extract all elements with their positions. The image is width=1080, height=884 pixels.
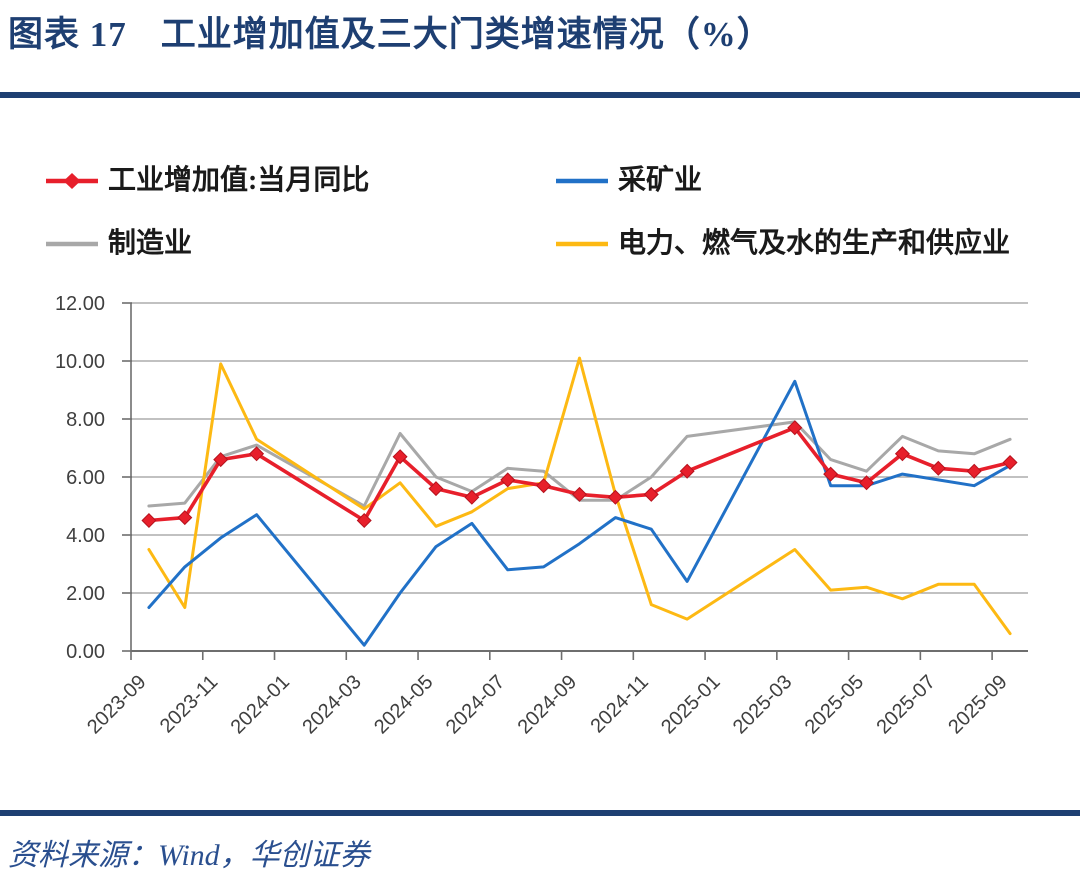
data-point-marker [930,460,946,476]
data-point-marker [643,486,659,502]
line-chart-canvas: 2023-09 2023-11 2024-01 2024-03 2024-05 2024-… [0,283,1080,783]
legend-label-manufacturing: 制造业 [108,228,193,259]
data-point-marker [392,449,408,465]
legend-label-industrial-va: 工业增加值:当月同比 [108,165,370,196]
series-utilities [147,356,1012,636]
figure-label: 图表 17 [8,15,127,54]
data-point-marker [428,481,444,497]
x-tick-label: 2024-11 [586,671,652,737]
x-tick-label: 2024-01 [227,671,294,738]
legend-item-utilities: 电力、燃气及水的生产和供应业 [555,227,1010,261]
x-tick-label: 2024-03 [298,671,365,738]
data-point-marker [823,466,839,482]
x-tick-label: 2025-05 [801,671,868,738]
y-tick-label: 0.00 [66,641,105,663]
y-tick-label: 12.00 [55,293,105,315]
data-point-marker [1002,454,1018,471]
y-tick-label: 10.00 [55,351,105,373]
data-point-marker [464,489,480,505]
source-note: 资料来源：Wind，华创证券 [8,839,370,872]
legend-item-industrial-va: 工业增加值:当月同比 [45,164,369,198]
data-point-marker [536,478,552,494]
x-tick-label: 2025-09 [944,671,1011,738]
data-point-marker [356,512,372,529]
x-tick-label: 2023-09 [83,671,150,738]
data-point-marker [679,463,695,479]
legend-label-mining: 采矿业 [618,165,703,196]
legend-marker-mining-icon [555,171,609,191]
data-point-marker [141,512,157,529]
legend-marker-utilities-icon [555,234,609,254]
figure-title: 图表 17 工业增加值及三大门类增速情况（%） [8,6,773,57]
x-tick-label: 2025-01 [657,671,724,738]
data-point-marker [894,446,910,462]
data-point-marker [787,420,803,436]
data-point-marker [571,486,588,502]
data-point-marker [607,489,623,505]
series-mining [147,379,1012,647]
x-tick-label: 2024-07 [442,671,509,738]
y-tick-label: 4.00 [66,525,105,547]
x-tick-label: 2025-07 [872,671,939,738]
legend-label-utilities: 电力、燃气及水的生产和供应业 [618,228,1011,259]
y-tick-label: 6.00 [66,467,105,489]
data-point-marker [859,475,875,491]
data-point-marker [177,510,193,526]
legend-item-mining: 采矿业 [555,164,702,198]
data-point-marker [500,472,516,488]
data-point-marker [249,446,265,462]
figure-title-text: 工业增加值及三大门类增速情况（%） [160,15,773,54]
y-tick-label: 8.00 [66,409,105,431]
x-tick-label: 2023-11 [156,671,222,737]
y-tick-label: 2.00 [66,583,105,605]
legend-marker-industrial-va-icon [45,171,99,191]
line-chart-svg: 2023-09 2023-11 2024-01 2024-03 2024-05 2024-… [55,293,1028,738]
x-tick-label: 2025-03 [729,671,796,738]
legend-item-manufacturing: 制造业 [45,227,192,261]
title-divider [0,92,1080,98]
data-point-marker [966,463,982,479]
x-tick-label: 2024-09 [514,671,581,738]
series-industrial_va [141,420,1018,529]
x-tick-label: 2024-05 [370,671,437,738]
footer-divider [0,810,1080,816]
legend-marker-manufacturing-icon [45,234,99,254]
data-point-marker [213,452,229,468]
